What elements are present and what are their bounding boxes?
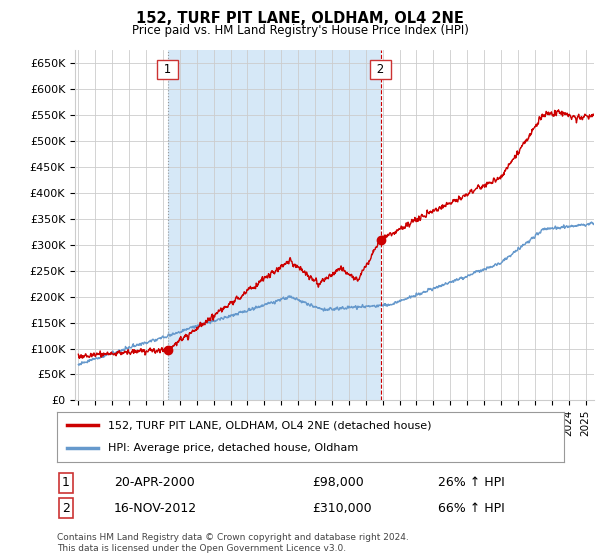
Text: 66% ↑ HPI: 66% ↑ HPI	[438, 502, 505, 515]
Text: 2: 2	[373, 63, 388, 76]
Text: Price paid vs. HM Land Registry's House Price Index (HPI): Price paid vs. HM Land Registry's House …	[131, 24, 469, 36]
Bar	[168, 50, 380, 400]
Text: 1: 1	[160, 63, 175, 76]
Text: 2: 2	[62, 502, 70, 515]
Text: Contains HM Land Registry data © Crown copyright and database right 2024.
This d: Contains HM Land Registry data © Crown c…	[57, 533, 409, 553]
Text: £98,000: £98,000	[312, 476, 364, 489]
Text: HPI: Average price, detached house, Oldham: HPI: Average price, detached house, Oldh…	[108, 444, 358, 454]
Text: 26% ↑ HPI: 26% ↑ HPI	[438, 476, 505, 489]
Text: 1: 1	[62, 476, 70, 489]
Text: 152, TURF PIT LANE, OLDHAM, OL4 2NE: 152, TURF PIT LANE, OLDHAM, OL4 2NE	[136, 11, 464, 26]
Text: 20-APR-2000: 20-APR-2000	[114, 476, 195, 489]
Text: 16-NOV-2012: 16-NOV-2012	[114, 502, 197, 515]
Text: 152, TURF PIT LANE, OLDHAM, OL4 2NE (detached house): 152, TURF PIT LANE, OLDHAM, OL4 2NE (det…	[108, 420, 431, 430]
Text: £310,000: £310,000	[312, 502, 371, 515]
